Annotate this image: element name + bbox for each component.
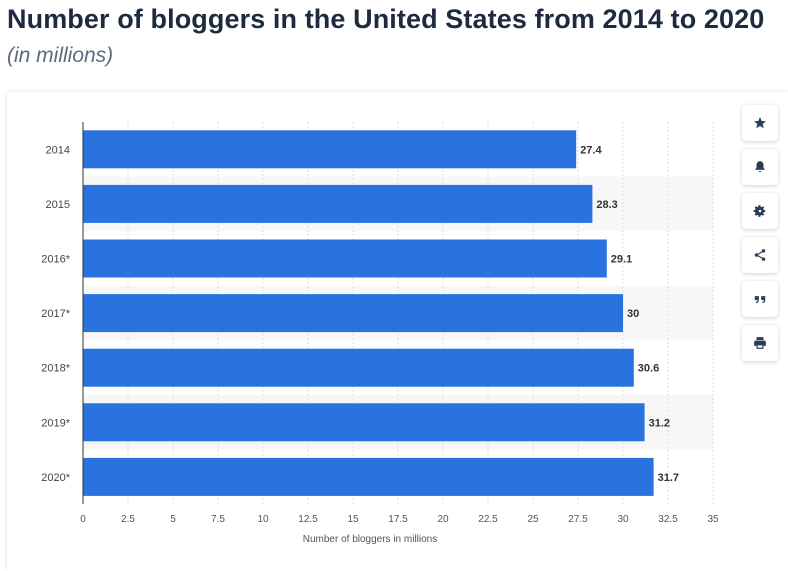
bar-2014[interactable]	[83, 130, 577, 169]
value-label: 29.1	[611, 254, 632, 266]
x-tick-label: 22.5	[478, 514, 498, 525]
x-tick-label: 27.5	[568, 514, 588, 525]
x-axis-ticks: 0 2.5 5 7.5 10 12.5 15 17.5 20 22.5 25 27.5 30 32.5 35	[80, 514, 719, 525]
category-label: 2017*	[41, 308, 70, 320]
bell-icon	[755, 161, 765, 173]
bar-2019*[interactable]	[83, 403, 645, 442]
x-tick-label: 32.5	[658, 514, 678, 525]
value-label: 31.7	[658, 472, 679, 484]
category-label: 2015	[46, 199, 70, 211]
x-tick-label: 30	[617, 514, 629, 525]
cite-button[interactable]	[742, 281, 778, 317]
notification-button[interactable]	[742, 149, 778, 185]
value-labels: 27.4 28.3 29.1 30 30.6 31.2 31.7	[580, 144, 679, 484]
star-icon	[754, 117, 766, 129]
bar-2017*[interactable]	[83, 294, 623, 333]
x-axis-title: Number of bloggers in millions	[303, 534, 438, 545]
x-tick-label: 35	[707, 514, 719, 525]
share-icon	[754, 249, 766, 261]
category-label: 2020*	[41, 472, 70, 484]
category-labels: 2014 2015 2016* 2017* 2018* 2019* 2020*	[41, 144, 70, 484]
x-tick-label: 12.5	[298, 514, 318, 525]
x-tick-label: 20	[437, 514, 449, 525]
page-title: Number of bloggers in the United States …	[7, 4, 765, 34]
settings-button[interactable]	[742, 193, 778, 229]
bar-2015[interactable]	[83, 184, 593, 223]
favorite-button[interactable]	[742, 105, 778, 141]
bar-2020*[interactable]	[83, 457, 654, 496]
x-tick-label: 0	[80, 514, 86, 525]
category-label: 2014	[46, 144, 70, 156]
value-label: 31.2	[649, 417, 670, 429]
category-label: 2018*	[41, 363, 70, 375]
x-tick-label: 10	[257, 514, 269, 525]
x-tick-label: 17.5	[388, 514, 408, 525]
x-tick-label: 25	[527, 514, 539, 525]
x-tick-label: 7.5	[211, 514, 225, 525]
bar-2018*[interactable]	[83, 348, 634, 387]
print-button[interactable]	[742, 325, 778, 361]
quote-icon	[754, 296, 766, 304]
gear-icon	[753, 205, 766, 217]
category-label: 2016*	[41, 254, 70, 266]
value-label: 30	[627, 308, 639, 320]
print-icon	[754, 337, 766, 349]
bar-2016*[interactable]	[83, 239, 607, 278]
x-tick-label: 5	[170, 514, 176, 525]
category-label: 2019*	[41, 417, 70, 429]
x-tick-label: 2.5	[121, 514, 135, 525]
value-label: 28.3	[596, 199, 617, 211]
value-label: 27.4	[580, 144, 602, 156]
value-label: 30.6	[638, 363, 659, 375]
bars	[83, 130, 654, 496]
share-button[interactable]	[742, 237, 778, 273]
x-tick-label: 15	[347, 514, 359, 525]
page-subtitle: (in millions)	[7, 44, 114, 67]
